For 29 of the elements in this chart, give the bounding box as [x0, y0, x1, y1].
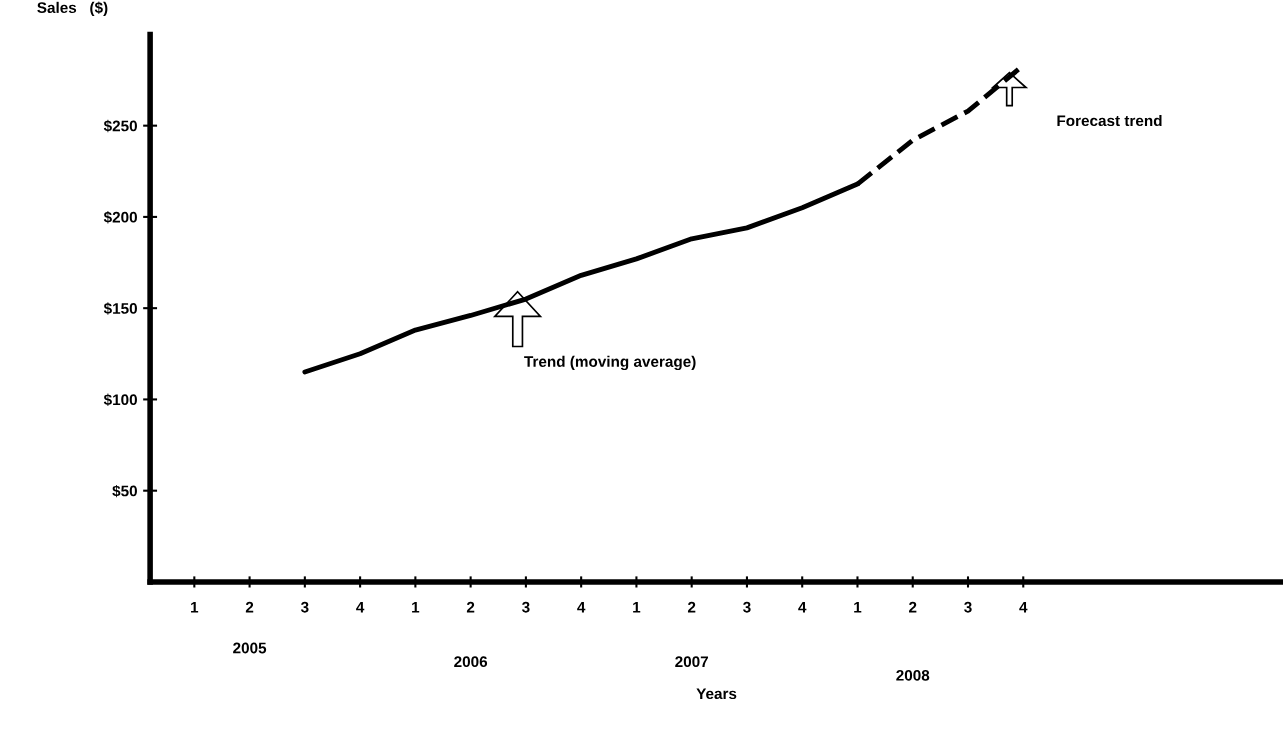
x-tick-label: 1 [854, 601, 862, 613]
text: 2006 [454, 656, 488, 668]
x-tick-label: 4 [577, 601, 586, 613]
y-tick-label: $150 [103, 302, 137, 315]
x-axis-title: Years [696, 688, 737, 700]
x-tick-label: 2 [909, 601, 917, 613]
text: 2005 [233, 642, 267, 654]
y-tick-label: $250 [103, 119, 137, 133]
x-tick-label: 2 [466, 601, 475, 613]
x-tick-label: 2 [687, 601, 696, 613]
x-tick-label: 4 [798, 601, 807, 613]
x-tick-label: 3 [964, 601, 972, 613]
x-tick-label: 3 [743, 601, 751, 613]
text: Forecast trend [1057, 114, 1162, 127]
x-tick-label: 1 [191, 601, 199, 613]
x-tick-label: 2 [245, 601, 254, 613]
y-tick-label: $50 [112, 484, 137, 498]
x-tick-label: 3 [522, 601, 530, 613]
x-tick-label: 4 [356, 601, 365, 613]
x-tick-label: 4 [1019, 601, 1028, 613]
text: 2007 [675, 656, 709, 668]
text: 2008 [896, 669, 930, 681]
y-tick-label: $100 [103, 393, 137, 407]
x-tick-label: 1 [633, 601, 641, 613]
y-tick-label: $200 [103, 211, 137, 224]
y-axis-title: Sales ($) [37, 1, 108, 17]
annotation: Trend (moving average) [524, 355, 696, 371]
x-tick-label: 1 [412, 601, 420, 613]
x-tick-label: 3 [300, 601, 309, 613]
